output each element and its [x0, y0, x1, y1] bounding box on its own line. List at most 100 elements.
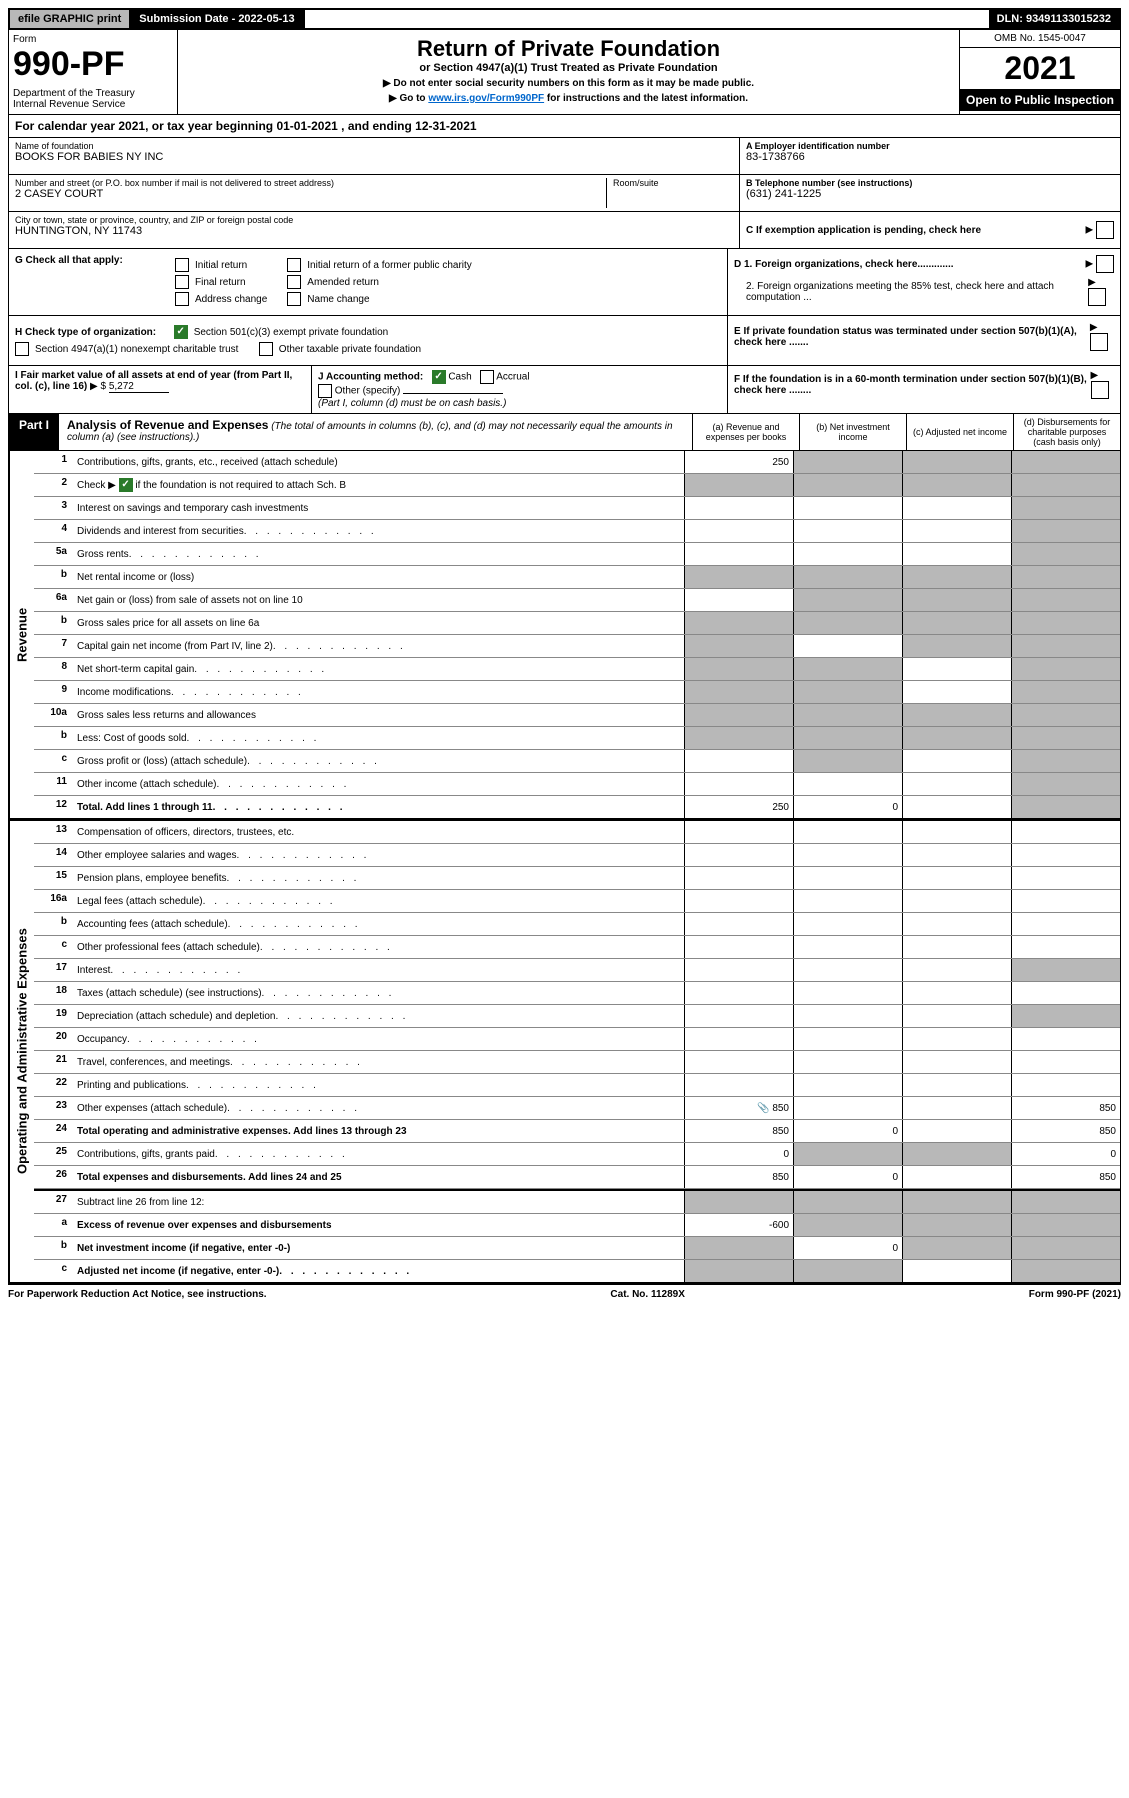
cb-501c3[interactable]: ✓	[174, 325, 188, 339]
line-25: Contributions, gifts, grants paid	[73, 1143, 684, 1165]
line-12: Total. Add lines 1 through 11	[73, 796, 684, 818]
cb-other-taxable[interactable]	[259, 342, 273, 356]
header-right: OMB No. 1545-0047 2021 Open to Public In…	[959, 30, 1120, 114]
e-checkbox[interactable]	[1090, 333, 1108, 351]
cb-other-method[interactable]	[318, 384, 332, 398]
ein: 83-1738766	[746, 151, 1114, 163]
line-11: Other income (attach schedule)	[73, 773, 684, 795]
initial-former: Initial return of a former public charit…	[307, 260, 472, 271]
check-section-h: H Check type of organization: ✓ Section …	[8, 316, 1121, 366]
header-left: Form 990-PF Department of the Treasury I…	[9, 30, 178, 114]
dln: DLN: 93491133015232	[989, 10, 1119, 28]
column-headers: (a) Revenue and expenses per books (b) N…	[692, 414, 1120, 450]
cb-address[interactable]	[175, 292, 189, 306]
l24-d: 850	[1011, 1120, 1120, 1142]
cb-name[interactable]	[287, 292, 301, 306]
part1-header: Part I Analysis of Revenue and Expenses …	[8, 414, 1121, 451]
top-bar: efile GRAPHIC print Submission Date - 20…	[8, 8, 1121, 30]
line-13: Compensation of officers, directors, tru…	[73, 821, 684, 843]
accrual-label: Accrual	[496, 372, 529, 383]
line-24: Total operating and administrative expen…	[73, 1120, 684, 1142]
revenue-table: Revenue 1Contributions, gifts, grants, e…	[8, 451, 1121, 819]
line-6a: Net gain or (loss) from sale of assets n…	[73, 589, 684, 611]
part1-label: Part I	[9, 414, 59, 450]
cb-accrual[interactable]	[480, 370, 494, 384]
d2-checkbox[interactable]	[1088, 288, 1106, 306]
address-cell: Number and street (or P.O. box number if…	[9, 175, 739, 212]
submission-date: Submission Date - 2022-05-13	[131, 10, 304, 28]
cb-cash[interactable]: ✓	[432, 370, 446, 384]
phone-label: B Telephone number (see instructions)	[746, 178, 1114, 188]
final-return: Final return	[195, 277, 246, 288]
footer-right: Form 990-PF (2021)	[1029, 1289, 1121, 1300]
address: 2 CASEY COURT	[15, 188, 606, 200]
page-footer: For Paperwork Reduction Act Notice, see …	[8, 1283, 1121, 1304]
fmv-value: 5,272	[109, 381, 169, 393]
phone-cell: B Telephone number (see instructions) (6…	[740, 175, 1120, 212]
c-cell: C If exemption application is pending, c…	[740, 212, 1120, 248]
h1-text: Section 501(c)(3) exempt private foundat…	[194, 327, 389, 338]
l24-b: 0	[793, 1120, 902, 1142]
d1-checkbox[interactable]	[1096, 255, 1114, 273]
col-a-head: (a) Revenue and expenses per books	[692, 414, 799, 450]
amended-return: Amended return	[307, 277, 379, 288]
city-cell: City or town, state or province, country…	[9, 212, 739, 248]
line-23: Other expenses (attach schedule)	[73, 1097, 684, 1119]
line-18: Taxes (attach schedule) (see instruction…	[73, 982, 684, 1004]
line-15: Pension plans, employee benefits	[73, 867, 684, 889]
fmv-section: I Fair market value of all assets at end…	[8, 366, 1121, 414]
line-2: Check ▶ ✓ if the foundation is not requi…	[73, 474, 684, 496]
l27a-a: -600	[684, 1214, 793, 1236]
col-c-head: (c) Adjusted net income	[906, 414, 1013, 450]
h2-text: Section 4947(a)(1) nonexempt charitable …	[35, 344, 238, 355]
cb-initial[interactable]	[175, 258, 189, 272]
ein-cell: A Employer identification number 83-1738…	[740, 138, 1120, 175]
attach-icon[interactable]: 📎	[757, 1103, 769, 1114]
form-header: Form 990-PF Department of the Treasury I…	[8, 30, 1121, 115]
instr2-post: for instructions and the latest informat…	[544, 93, 748, 104]
cb-amended[interactable]	[287, 275, 301, 289]
j-note: (Part I, column (d) must be on cash basi…	[318, 398, 506, 409]
part1-title-cell: Analysis of Revenue and Expenses (The to…	[59, 414, 692, 450]
l26-b: 0	[793, 1166, 902, 1188]
col-b-head: (b) Net investment income	[799, 414, 906, 450]
c-label: C If exemption application is pending, c…	[746, 225, 981, 236]
e-label: E If private foundation status was termi…	[734, 326, 1090, 348]
f-label: F If the foundation is in a 60-month ter…	[734, 374, 1091, 396]
line-27b: Net investment income (if negative, ente…	[73, 1237, 684, 1259]
expenses-table: Operating and Administrative Expenses 13…	[8, 819, 1121, 1283]
h-label: H Check type of organization:	[15, 327, 156, 338]
form-label: Form	[13, 34, 173, 45]
line-3: Interest on savings and temporary cash i…	[73, 497, 684, 519]
phone: (631) 241-1225	[746, 188, 1114, 200]
line-27a: Excess of revenue over expenses and disb…	[73, 1214, 684, 1236]
line-5a: Gross rents	[73, 543, 684, 565]
c-checkbox[interactable]	[1096, 221, 1114, 239]
instr-2: ▶ Go to www.irs.gov/Form990PF for instru…	[184, 93, 953, 104]
initial-return: Initial return	[195, 260, 247, 271]
efile-tag: efile GRAPHIC print	[10, 10, 131, 28]
other-method: Other (specify)	[335, 386, 401, 397]
ein-label: A Employer identification number	[746, 141, 1114, 151]
cb-final[interactable]	[175, 275, 189, 289]
l12-b: 0	[793, 796, 902, 818]
h3-text: Other taxable private foundation	[279, 344, 421, 355]
l26-a: 850	[684, 1166, 793, 1188]
footer-left: For Paperwork Reduction Act Notice, see …	[8, 1289, 267, 1300]
cb-4947[interactable]	[15, 342, 29, 356]
f-checkbox[interactable]	[1091, 381, 1109, 399]
cb-initial-former[interactable]	[287, 258, 301, 272]
instr-link[interactable]: www.irs.gov/Form990PF	[428, 93, 544, 104]
header-center: Return of Private Foundation or Section …	[178, 30, 959, 114]
line-10a: Gross sales less returns and allowances	[73, 704, 684, 726]
foundation-name: BOOKS FOR BABIES NY INC	[15, 151, 733, 163]
l27b-b: 0	[793, 1237, 902, 1259]
line-7: Capital gain net income (from Part IV, l…	[73, 635, 684, 657]
form-title: Return of Private Foundation	[184, 36, 953, 62]
c-arrow: ▶	[1086, 221, 1114, 239]
line-8: Net short-term capital gain	[73, 658, 684, 680]
line-16a: Legal fees (attach schedule)	[73, 890, 684, 912]
cash-label: Cash	[448, 372, 471, 383]
cb-sch-b[interactable]: ✓	[119, 478, 133, 492]
open-public: Open to Public Inspection	[960, 89, 1120, 111]
